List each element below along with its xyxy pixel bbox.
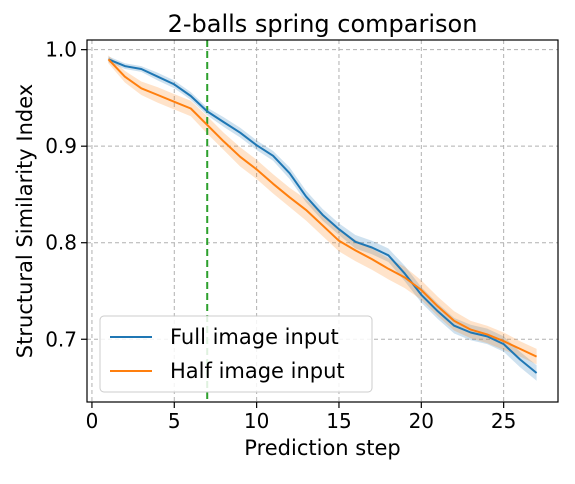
legend-box — [99, 315, 373, 393]
x-tick-label: 25 — [491, 409, 516, 433]
legend-label: Full image input — [170, 325, 339, 349]
series-line — [107, 58, 538, 358]
plot-frame — [86, 39, 559, 403]
y-tick-label: 1.0 — [45, 38, 77, 62]
y-axis-label: Structural Similarity Index — [13, 84, 37, 358]
series-lines — [107, 58, 538, 374]
axis-ticks: 0 5 10 15 20 25 0.7 0.8 0.9 1.0 — [45, 38, 516, 433]
legend: Full image input Half image input — [99, 315, 373, 393]
series-line — [108, 58, 538, 374]
x-tick-label: 20 — [409, 409, 434, 433]
x-tick-label: 0 — [86, 409, 99, 433]
confidence-band — [108, 56, 537, 381]
y-tick-label: 0.8 — [45, 231, 77, 255]
x-axis-label: Prediction step — [244, 436, 400, 460]
x-tick-label: 5 — [168, 409, 181, 433]
chart-title: 2-balls spring comparison — [168, 10, 478, 38]
y-tick-label: 0.9 — [45, 134, 77, 158]
y-tick-label: 0.7 — [45, 327, 77, 351]
legend-label: Half image input — [170, 359, 345, 383]
x-tick-label: 10 — [244, 409, 269, 433]
x-tick-label: 15 — [326, 409, 351, 433]
